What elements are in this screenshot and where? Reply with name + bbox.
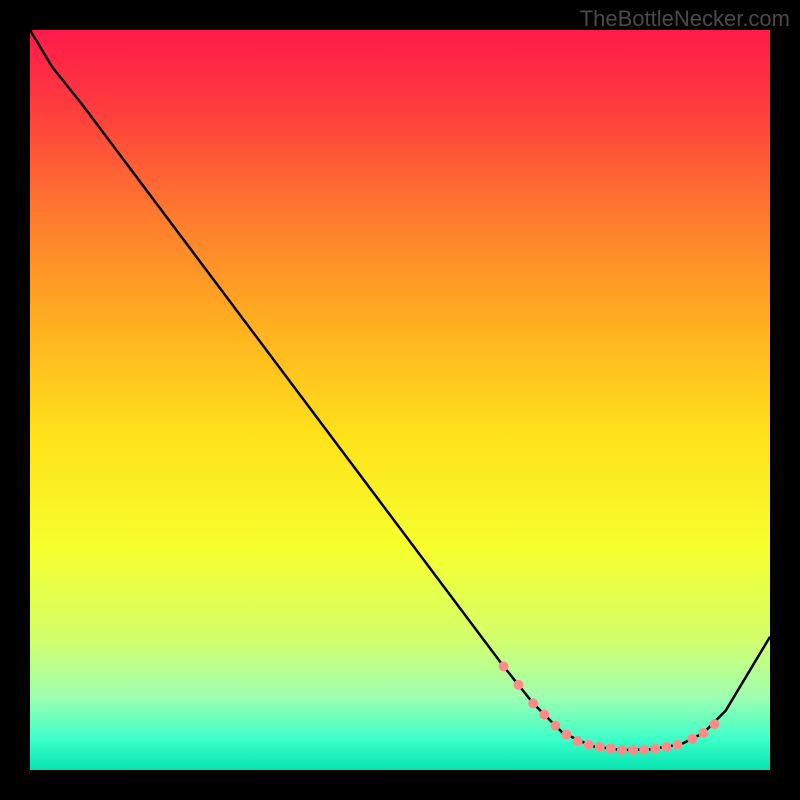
marker-dot: [584, 740, 594, 750]
marker-dot: [673, 740, 683, 750]
marker-dot: [550, 721, 560, 731]
marker-dot: [650, 744, 660, 754]
bottleneck-chart: [30, 30, 770, 770]
marker-dot: [661, 742, 671, 752]
marker-dot: [528, 698, 538, 708]
marker-dot: [617, 745, 627, 755]
marker-dot: [513, 680, 523, 690]
marker-dot: [710, 719, 720, 729]
chart-svg: [30, 30, 770, 770]
marker-dot: [606, 744, 616, 754]
marker-dot: [573, 736, 583, 746]
marker-dot: [698, 728, 708, 738]
marker-dot: [687, 734, 697, 744]
marker-dot: [628, 745, 638, 755]
marker-dot: [639, 745, 649, 755]
watermark-text: TheBottleNecker.com: [580, 6, 790, 32]
marker-dot: [539, 710, 549, 720]
gradient-background: [30, 30, 770, 770]
marker-dot: [499, 661, 509, 671]
marker-dot: [595, 742, 605, 752]
marker-dot: [562, 729, 572, 739]
